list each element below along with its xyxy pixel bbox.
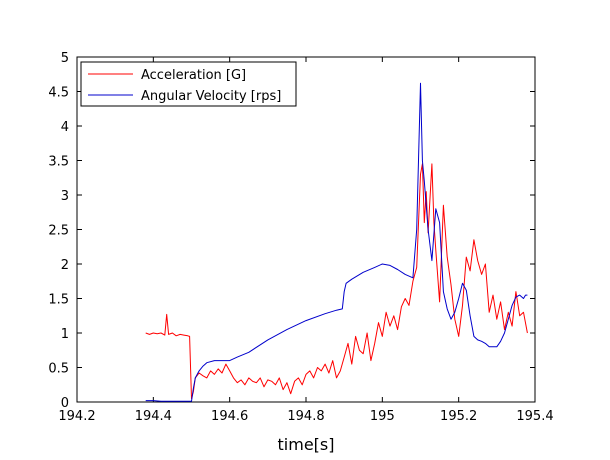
x-tick-label: 194.6 (211, 409, 248, 424)
x-tick-label: 194.4 (135, 409, 172, 424)
x-tick-label: 195.4 (516, 409, 553, 424)
y-tick-label: 3 (61, 189, 69, 204)
acceleration-line (145, 163, 528, 400)
angular-velocity-line (145, 82, 528, 402)
y-tick-label: 3.5 (48, 155, 69, 170)
legend-label-angular-velocity: Angular Velocity [rps] (141, 89, 281, 104)
y-tick-label: 5 (61, 51, 69, 66)
legend-label-acceleration: Acceleration [G] (141, 68, 246, 83)
y-tick-label: 1.5 (48, 293, 69, 308)
y-tick-label: 4 (61, 120, 69, 135)
x-tick-label: 195 (370, 409, 395, 424)
y-tick-label: 4.5 (48, 86, 69, 101)
y-tick-label: 2.5 (48, 224, 69, 239)
legend: Acceleration [G] Angular Velocity [rps] (80, 61, 297, 107)
legend-box (80, 61, 297, 107)
x-axis-title: time[s] (278, 435, 335, 454)
y-tick-label: 0 (61, 396, 69, 411)
y-tick-label: 0.5 (48, 362, 69, 377)
y-tick-label: 1 (61, 327, 69, 342)
plot-frame (76, 56, 536, 403)
series-layer (145, 82, 528, 402)
x-axis: 194.2 194.4 194.6 194.8 195 195.2 195.4 (58, 57, 554, 424)
y-tick-label: 2 (61, 258, 69, 273)
x-tick-label: 195.2 (440, 409, 477, 424)
x-tick-label: 194.2 (58, 409, 95, 424)
x-tick-label: 194.8 (287, 409, 324, 424)
y-axis: 0 0.5 1 1.5 2 2.5 3 3.5 4 4.5 5 (48, 51, 535, 411)
